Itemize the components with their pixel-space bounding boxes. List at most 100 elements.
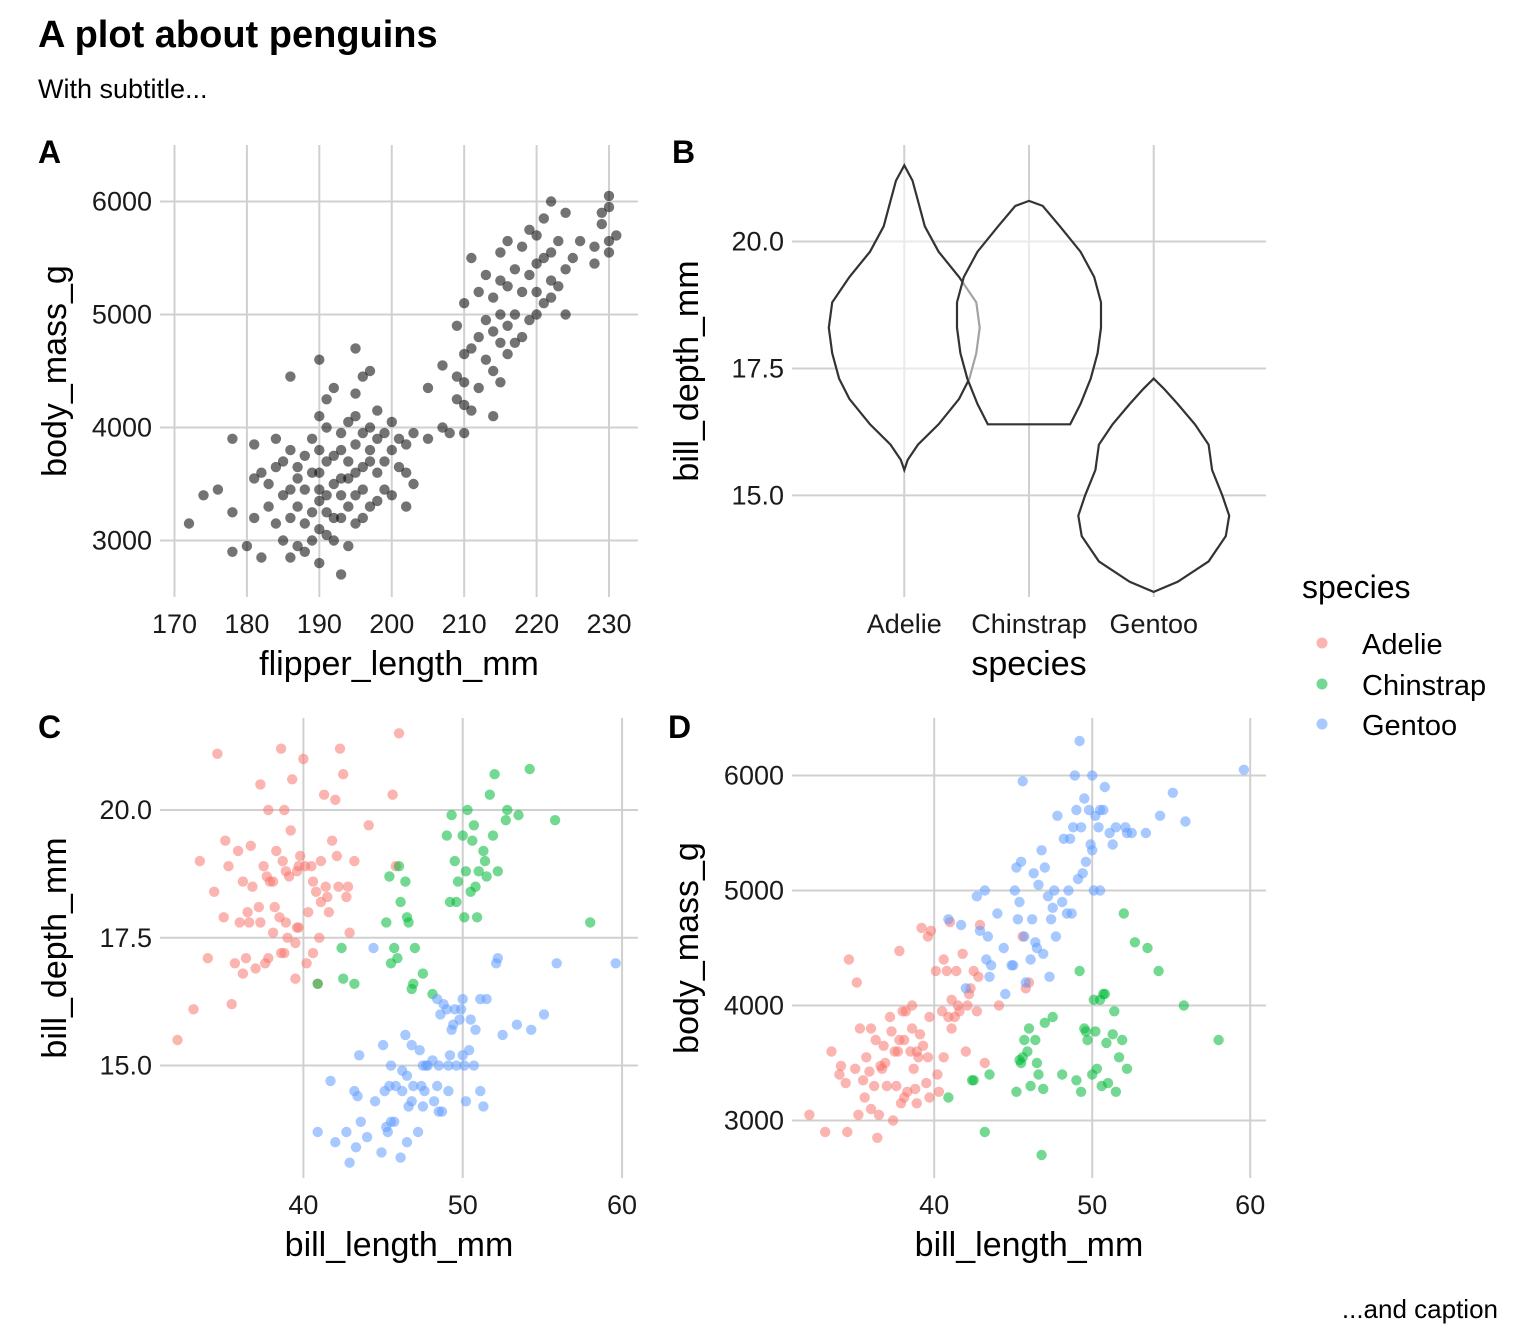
data-point-gentoo	[312, 1126, 323, 1138]
data-point	[459, 298, 470, 309]
data-point	[480, 269, 492, 281]
data-point-gentoo	[454, 1014, 465, 1025]
data-point-chinstrap	[389, 942, 400, 954]
data-point	[553, 235, 564, 247]
data-point-gentoo	[406, 1039, 417, 1051]
data-point-gentoo	[998, 942, 1009, 954]
data-point	[524, 224, 535, 235]
data-point-chinstrap	[449, 855, 460, 867]
data-point-adelie	[334, 743, 346, 754]
data-point	[401, 501, 412, 512]
data-point-adelie	[993, 1000, 1005, 1011]
data-point-adelie	[253, 901, 264, 913]
data-point-adelie	[804, 1109, 815, 1121]
data-point	[451, 320, 463, 331]
data-point	[509, 264, 521, 275]
data-point-gentoo	[1008, 960, 1019, 971]
data-point-gentoo	[443, 1085, 454, 1097]
data-point-chinstrap	[1099, 988, 1111, 1000]
data-point-chinstrap	[500, 815, 511, 826]
data-point-adelie	[886, 1026, 897, 1037]
data-point	[473, 286, 484, 298]
data-point-adelie	[924, 1092, 935, 1103]
data-point	[249, 439, 260, 450]
data-point	[263, 501, 274, 512]
data-point-chinstrap	[481, 871, 492, 882]
data-point-adelie	[283, 871, 295, 882]
data-point-adelie	[258, 861, 269, 872]
data-point-chinstrap	[349, 978, 360, 989]
x-tick-label: 50	[1077, 1190, 1107, 1220]
data-point-gentoo	[1154, 810, 1166, 821]
data-point-adelie	[878, 1040, 889, 1052]
legend-label-gentoo: Gentoo	[1362, 710, 1457, 742]
data-point	[509, 309, 521, 320]
data-point	[495, 309, 506, 320]
data-point-gentoo	[468, 1060, 480, 1071]
legend-key-gentoo	[1316, 718, 1328, 730]
chart-caption: ...and caption	[1341, 1294, 1498, 1324]
data-point-chinstrap	[1213, 1034, 1224, 1046]
data-point-chinstrap	[1038, 1083, 1049, 1095]
data-point-gentoo	[1045, 914, 1057, 925]
y-tick-label: 6000	[724, 761, 784, 791]
y-tick-label: 15.0	[99, 1051, 152, 1081]
data-point-chinstrap	[395, 896, 406, 908]
data-point-gentoo	[1093, 822, 1104, 833]
data-point	[350, 439, 361, 450]
data-point-adelie	[891, 1080, 902, 1092]
data-point-chinstrap	[338, 973, 349, 984]
data-point	[531, 230, 542, 241]
data-point-chinstrap	[549, 815, 561, 826]
data-point-chinstrap	[1178, 1000, 1190, 1011]
data-point-adelie	[323, 907, 335, 918]
data-point-adelie	[341, 891, 352, 903]
panel-b: B 15.0 17.5 20.0 Adelie Chinstrap Gentoo specie…	[668, 134, 1266, 683]
data-point-adelie	[908, 1063, 919, 1075]
data-point	[545, 196, 557, 207]
data-point	[335, 427, 347, 439]
data-point-gentoo	[325, 1075, 336, 1087]
data-point	[292, 540, 303, 552]
data-point	[422, 433, 434, 444]
data-point-chinstrap	[467, 835, 478, 846]
data-point	[466, 343, 477, 354]
data-point-adelie	[234, 917, 245, 928]
data-point-adelie	[220, 835, 231, 846]
data-point-gentoo	[330, 1137, 341, 1148]
data-point-adelie	[834, 1069, 845, 1080]
chart-subtitle: With subtitle...	[38, 74, 208, 104]
data-point	[212, 484, 224, 495]
data-point	[538, 252, 549, 264]
data-point	[277, 456, 289, 467]
data-point-adelie	[280, 917, 292, 928]
data-point-gentoo	[368, 942, 379, 954]
data-point-gentoo	[354, 1050, 365, 1061]
data-point-gentoo	[470, 1024, 481, 1036]
data-point-adelie	[902, 1086, 913, 1098]
data-point-adelie	[242, 907, 253, 918]
y-tick-label: 20.0	[731, 226, 784, 256]
x-tick-label: 40	[919, 1190, 949, 1220]
data-point-adelie	[938, 954, 949, 965]
data-point	[335, 512, 347, 524]
data-point-adelie	[973, 971, 984, 982]
data-point	[495, 275, 506, 286]
data-point-gentoo	[1107, 839, 1118, 850]
x-axis-title: bill_length_mm	[915, 1226, 1144, 1264]
data-point	[357, 512, 368, 524]
data-point-adelie	[887, 1115, 899, 1126]
data-point-adelie	[277, 855, 288, 867]
data-point-chinstrap	[1102, 1077, 1114, 1089]
data-point-adelie	[314, 932, 325, 943]
data-point-gentoo	[1069, 770, 1081, 781]
data-point-chinstrap	[1117, 1034, 1128, 1046]
data-point	[343, 416, 354, 428]
data-point-gentoo	[984, 971, 995, 982]
data-point-gentoo	[417, 1101, 429, 1112]
data-point-gentoo	[1047, 902, 1058, 913]
data-point-gentoo	[1038, 948, 1049, 959]
data-point	[306, 507, 318, 518]
data-point-adelie	[913, 1052, 924, 1063]
data-point-gentoo	[1039, 862, 1051, 873]
